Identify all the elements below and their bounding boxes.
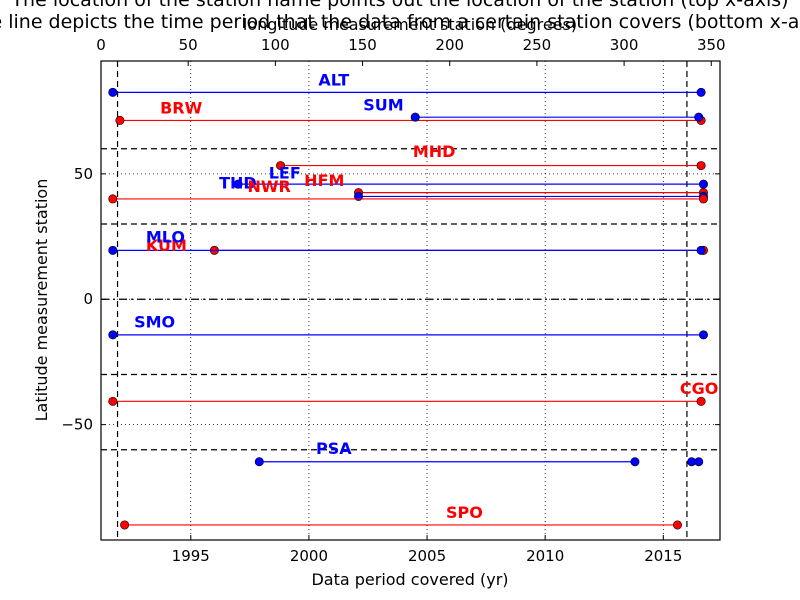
station-label-spo: SPO <box>446 503 483 522</box>
station-label-smo: SMO <box>134 313 175 332</box>
y-axis-title: Latitude measurement station <box>32 179 51 422</box>
station-label-cgo: CGO <box>680 379 718 398</box>
point-mhd-end <box>696 161 706 171</box>
x-axis-title: Data period covered (yr) <box>311 570 508 589</box>
station-label-lef: LEF <box>269 163 301 182</box>
point-extra-end <box>694 457 704 467</box>
point-smo-end <box>698 330 708 340</box>
bottom-axis-ticks: 1995 2000 2005 2010 2015 <box>172 535 682 565</box>
point-brw-start <box>115 115 125 125</box>
x-tick-label: 2005 <box>408 547 446 565</box>
station-series <box>108 87 708 530</box>
point-mhd-start <box>276 161 286 171</box>
point-sum-start <box>410 112 420 122</box>
x2-tick-label: 0 <box>96 36 106 54</box>
x-tick-label: 1995 <box>172 547 210 565</box>
x-tick-label: 2000 <box>290 547 328 565</box>
point-alt-end <box>696 87 706 97</box>
point-mlo-end <box>696 245 706 255</box>
y-tick-label: 50 <box>74 165 93 183</box>
x2-tick-label: 300 <box>610 36 639 54</box>
chart-title: The location of the station name points … <box>0 0 800 33</box>
point-sum-end <box>694 112 704 122</box>
x2-tick-label: 200 <box>435 36 464 54</box>
station-label-nwr: NWR <box>247 177 290 196</box>
station-label-thd: THD <box>219 173 257 192</box>
x2-tick-label: 350 <box>697 36 726 54</box>
point-nwr-end <box>698 194 708 204</box>
top-axis-title: longitude measurement station (degrees) <box>243 15 577 34</box>
point-psa-end <box>630 457 640 467</box>
chart-title-line-1: The location of the station name points … <box>10 0 788 11</box>
point-nwr-start <box>108 194 118 204</box>
y-tick-label: −50 <box>61 416 93 434</box>
station-label-sum: SUM <box>363 96 403 115</box>
x-tick-label: 2010 <box>526 547 564 565</box>
x2-tick-label: 50 <box>179 36 198 54</box>
station-label-mhd: MHD <box>413 142 456 161</box>
x2-tick-label: 150 <box>348 36 377 54</box>
point-smo-start <box>108 330 118 340</box>
point-psa-start <box>254 457 264 467</box>
station-label-mlo: MLO <box>146 227 185 246</box>
point-alt-start <box>108 87 118 97</box>
y-tick-label: 0 <box>83 290 93 308</box>
x2-tick-label: 250 <box>523 36 552 54</box>
reference-lines <box>101 61 720 540</box>
station-label-alt: ALT <box>318 71 349 90</box>
top-axis-ticks: 0 50 100 150 200 250 300 350 <box>96 36 726 66</box>
point-mlo-start <box>108 245 118 255</box>
plot-area-frame <box>100 60 721 541</box>
point-cgo-start <box>108 396 118 406</box>
point-spo-start <box>120 520 130 530</box>
chart-title-line-2: The line depicts the time period that th… <box>0 11 800 33</box>
grid-layer <box>101 61 720 540</box>
station-label-brw: BRW <box>160 99 203 118</box>
point-lef-end <box>698 179 708 189</box>
point-cgo-end <box>696 396 706 406</box>
x2-tick-label: 100 <box>261 36 290 54</box>
point-lef-start <box>233 179 243 189</box>
point-spo-end <box>672 520 682 530</box>
x-tick-label: 2015 <box>644 547 682 565</box>
station-label-kum: KUM <box>146 236 187 255</box>
station-label-psa: PSA <box>316 439 352 458</box>
left-axis-ticks: −50 0 50 <box>61 165 720 434</box>
station-label-hfm: HFM <box>304 171 344 190</box>
